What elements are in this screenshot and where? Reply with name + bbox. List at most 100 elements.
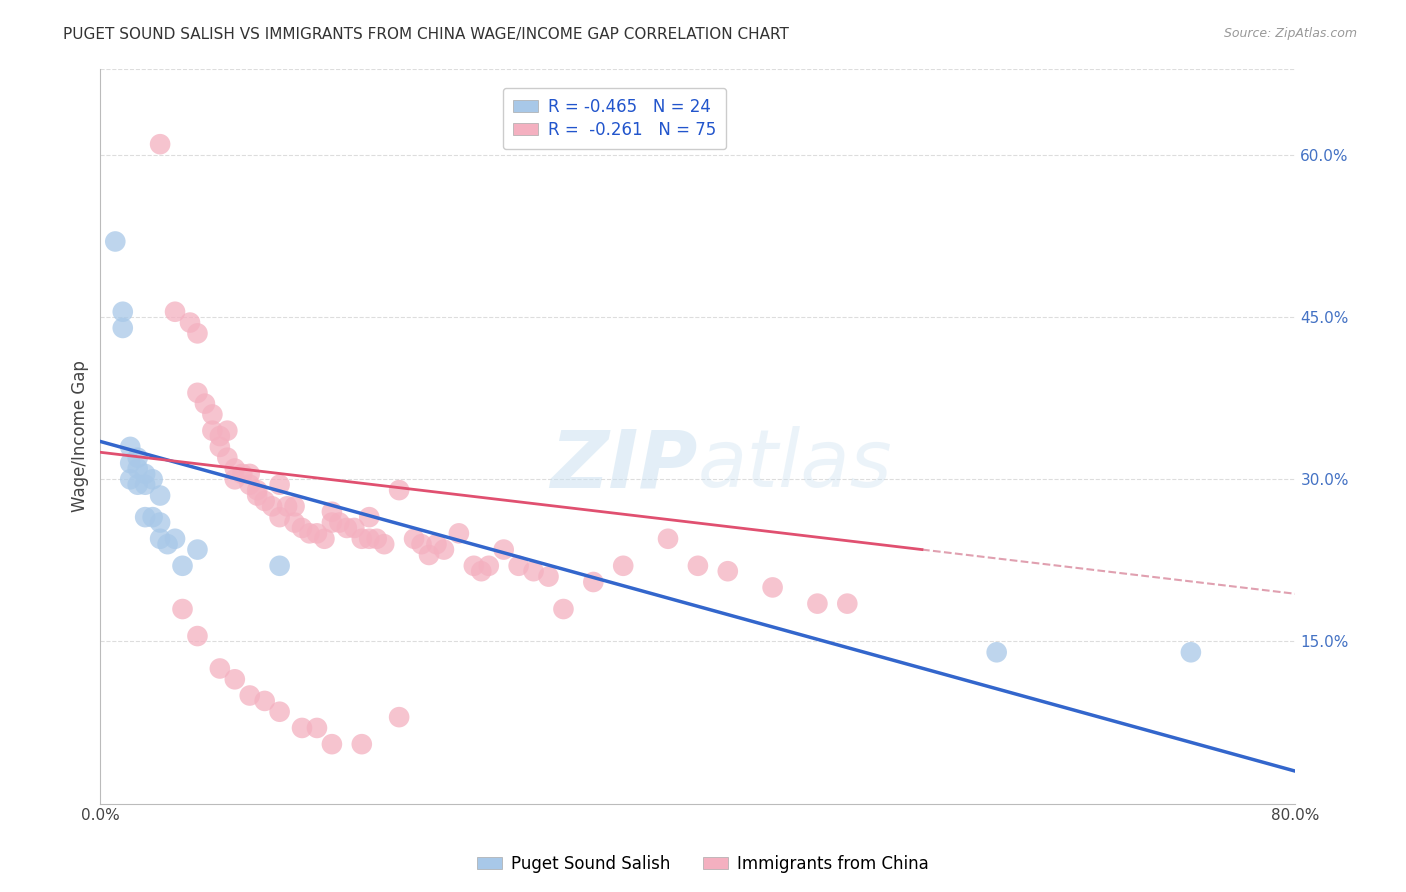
Point (246, 489, 269, 503)
Point (127, 461, 149, 475)
Point (269, 558, 291, 573)
Point (253, 694, 276, 708)
Point (186, 326, 208, 341)
Text: atlas: atlas (697, 426, 893, 505)
Point (986, 645, 1008, 659)
Point (149, 489, 172, 503)
Point (388, 710, 411, 724)
Y-axis label: Wage/Income Gap: Wage/Income Gap (72, 360, 89, 512)
Point (657, 532, 679, 546)
Point (350, 737, 373, 751)
Point (239, 467, 262, 481)
Point (149, 516, 172, 530)
Point (208, 429, 231, 443)
Point (478, 558, 501, 573)
Point (120, 440, 142, 454)
Point (194, 397, 217, 411)
Point (373, 537, 395, 551)
Point (111, 321, 134, 335)
Point (359, 532, 381, 546)
Point (163, 304, 186, 318)
Point (224, 673, 246, 687)
Point (582, 574, 605, 589)
Point (142, 472, 165, 486)
Point (433, 542, 456, 557)
Point (470, 564, 492, 578)
Point (291, 521, 314, 535)
Point (366, 532, 388, 546)
Point (553, 602, 575, 616)
Point (217, 424, 239, 438)
Point (298, 526, 321, 541)
Point (276, 500, 298, 514)
Point (231, 467, 253, 481)
Point (336, 521, 359, 535)
Legend: Puget Sound Salish, Immigrants from China: Puget Sound Salish, Immigrants from Chin… (471, 848, 935, 880)
Point (186, 542, 208, 557)
Point (686, 558, 709, 573)
Point (425, 537, 447, 551)
Point (283, 500, 305, 514)
Point (134, 510, 156, 524)
Point (224, 461, 246, 475)
Point (208, 440, 231, 454)
Point (127, 450, 149, 465)
Point (163, 532, 186, 546)
Point (269, 705, 291, 719)
Point (447, 526, 470, 541)
Point (305, 526, 328, 541)
Point (239, 689, 262, 703)
Point (179, 316, 201, 330)
Point (142, 510, 165, 524)
Point (217, 450, 239, 465)
Point (806, 597, 828, 611)
Point (402, 532, 425, 546)
Point (201, 424, 224, 438)
Point (508, 558, 530, 573)
Text: PUGET SOUND SALISH VS IMMIGRANTS FROM CHINA WAGE/INCOME GAP CORRELATION CHART: PUGET SOUND SALISH VS IMMIGRANTS FROM CH… (63, 27, 789, 42)
Text: Source: ZipAtlas.com: Source: ZipAtlas.com (1223, 27, 1357, 40)
Point (463, 558, 485, 573)
Legend: R = -0.465   N = 24, R =  -0.261   N = 75: R = -0.465 N = 24, R = -0.261 N = 75 (502, 88, 725, 149)
Point (127, 477, 149, 491)
Point (343, 521, 366, 535)
Point (111, 304, 134, 318)
Point (762, 581, 785, 595)
Point (717, 564, 740, 578)
Point (156, 537, 179, 551)
Point (612, 558, 634, 573)
Point (120, 472, 142, 486)
Point (134, 467, 156, 481)
Point (172, 558, 194, 573)
Point (104, 235, 127, 249)
Point (492, 542, 515, 557)
Point (418, 548, 440, 562)
Point (186, 629, 208, 643)
Point (321, 516, 343, 530)
Point (314, 532, 336, 546)
Point (186, 385, 208, 400)
Point (283, 516, 305, 530)
Point (149, 532, 172, 546)
Point (328, 516, 350, 530)
Point (291, 721, 314, 735)
Point (269, 477, 291, 491)
Point (149, 137, 172, 152)
Text: ZIP: ZIP (551, 426, 697, 505)
Point (359, 510, 381, 524)
Point (208, 661, 231, 675)
Point (262, 500, 284, 514)
Point (411, 537, 433, 551)
Point (134, 477, 156, 491)
Point (269, 510, 291, 524)
Point (837, 597, 859, 611)
Point (224, 472, 246, 486)
Point (1180, 645, 1202, 659)
Point (321, 505, 343, 519)
Point (120, 456, 142, 470)
Point (246, 483, 269, 497)
Point (239, 477, 262, 491)
Point (537, 569, 560, 583)
Point (172, 602, 194, 616)
Point (388, 483, 411, 497)
